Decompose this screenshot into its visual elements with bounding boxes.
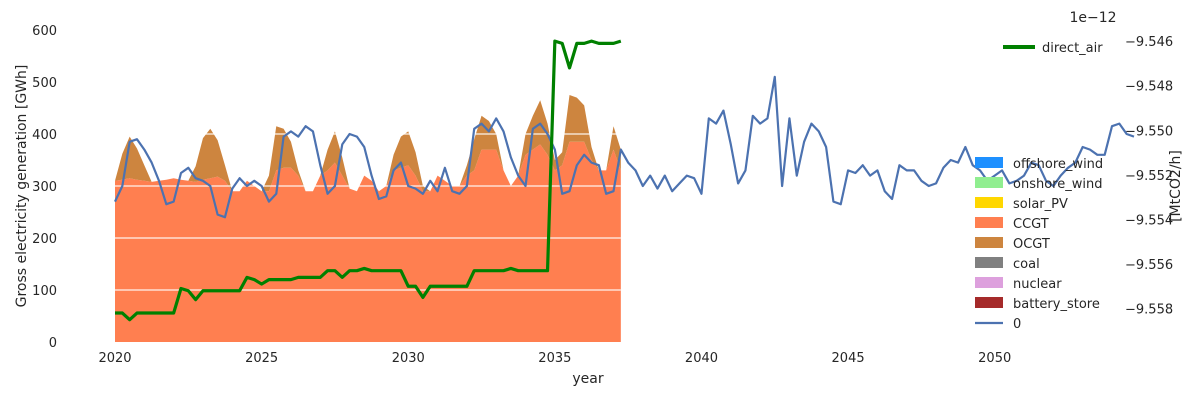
- ocgt-area: [115, 95, 621, 192]
- y-tick-label: 100: [32, 284, 57, 299]
- x-tick-label: 2040: [685, 351, 718, 366]
- x-tick-label: 2035: [538, 351, 571, 366]
- y2-offset-text: 1e−12: [1069, 10, 1116, 26]
- legend-swatch-patch: [975, 157, 1003, 168]
- legend-swatch-patch: [975, 217, 1003, 228]
- legend-swatch-patch: [975, 237, 1003, 248]
- x-tick-label: 2050: [978, 351, 1011, 366]
- y2-tick-label: −9.554: [1125, 213, 1173, 228]
- y-tick-label: 200: [32, 232, 57, 247]
- direct-air-line: [115, 39, 622, 322]
- legend-swatch-patch: [975, 177, 1003, 188]
- y-tick-label: 300: [32, 180, 57, 195]
- y2-tick-label: −9.546: [1125, 35, 1173, 50]
- direct-air-layer: [115, 39, 622, 322]
- x-tick-label: 2045: [832, 351, 865, 366]
- y-tick-labels: 0 100 200 300 400 500 600: [32, 24, 57, 351]
- x-tick-label: 2020: [98, 351, 131, 366]
- legend-label: coal: [1013, 257, 1040, 272]
- y2-tick-label: −9.552: [1125, 169, 1173, 184]
- ocgt-area-layer: [115, 81, 621, 291]
- y2-tick-label: −9.550: [1125, 124, 1173, 139]
- x-tick-labels: 2020 2025 2030 2035 2040 2045 2050: [98, 351, 1011, 366]
- legend-swatch-patch: [975, 257, 1003, 268]
- y2-tick-labels: −9.558 −9.556 −9.554 −9.552 −9.550 −9.548 −9.5…: [1125, 35, 1173, 317]
- y-tick-label: 400: [32, 128, 57, 143]
- x-tick-label: 2025: [245, 351, 278, 366]
- y2-tick-label: −9.558: [1125, 303, 1173, 318]
- legend-swatch-patch: [975, 197, 1003, 208]
- series-0-layer: [114, 75, 1135, 219]
- series-0-line: [114, 75, 1135, 219]
- y-tick-label: 500: [32, 76, 57, 91]
- y2-tick-label: −9.548: [1125, 80, 1173, 95]
- y-axis-label: Gross electricity generation [GWh]: [14, 65, 30, 308]
- legend-label: CCGT: [1013, 217, 1049, 232]
- ccgt-area-layer: [115, 141, 621, 342]
- y2-axis-label: [MtCO2/h]: [1168, 150, 1184, 222]
- legend-label: OCGT: [1013, 237, 1050, 252]
- ccgt-area: [115, 141, 621, 342]
- legend-direct-air-label: direct_air: [1042, 41, 1103, 56]
- legend-label: 0: [1013, 317, 1021, 332]
- x-axis-label: year: [572, 371, 603, 387]
- legend-swatch-patch: [975, 297, 1003, 308]
- legend-label: onshore_wind: [1013, 177, 1102, 192]
- y-tick-label: 0: [49, 336, 57, 351]
- legend-label: nuclear: [1013, 277, 1062, 292]
- legend-label: battery_store: [1013, 297, 1100, 312]
- y-tick-label: 600: [32, 24, 57, 39]
- legend-swatch-patch: [975, 277, 1003, 288]
- x-tick-label: 2030: [392, 351, 425, 366]
- legend-label: solar_PV: [1013, 197, 1068, 212]
- y2-tick-label: −9.556: [1125, 258, 1173, 273]
- legend-right: offshore_wind onshore_wind solar_PV CCGT OCG…: [975, 157, 1103, 332]
- legend-label: offshore_wind: [1013, 157, 1103, 172]
- legend-top: direct_air: [1003, 41, 1103, 56]
